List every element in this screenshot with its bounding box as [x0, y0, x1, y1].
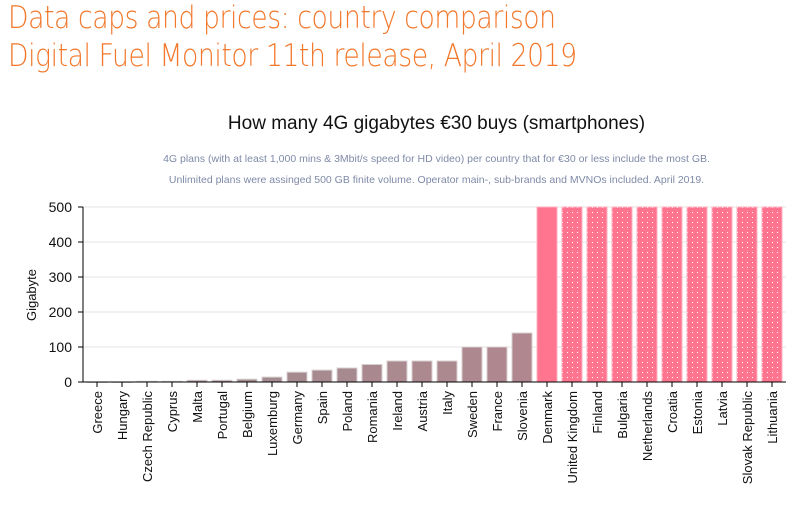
- x-tick-label: Malta: [190, 390, 205, 423]
- x-tick-label: Belgium: [240, 391, 255, 438]
- x-tick-label: Luxemburg: [265, 391, 280, 456]
- x-tick-label: Sweden: [465, 391, 480, 438]
- x-tick-label: Slovenia: [515, 390, 530, 441]
- bar: [486, 346, 508, 383]
- bar: [586, 206, 608, 383]
- x-tick-label: Netherlands: [640, 391, 655, 462]
- page-title: Data caps and prices: country comparison: [8, 0, 556, 36]
- bar: [261, 376, 283, 383]
- x-tick-label: Croatia: [665, 390, 680, 433]
- bar: [686, 206, 708, 383]
- chart-note-1: 4G plans (with at least 1,000 mins & 3Mb…: [163, 153, 710, 165]
- bar: [411, 360, 433, 383]
- bar: [386, 360, 408, 383]
- x-tick-label: Bulgaria: [615, 390, 630, 438]
- bar: [511, 332, 533, 383]
- x-tick-label: Portugal: [215, 391, 230, 440]
- bar: [336, 367, 358, 383]
- y-tick-label: 100: [49, 339, 73, 355]
- x-tick-label: Denmark: [540, 391, 555, 444]
- bar: [636, 206, 658, 383]
- x-tick-label: Cyprus: [165, 391, 180, 433]
- bar: [536, 206, 558, 383]
- x-tick-label: Lithuania: [765, 390, 780, 444]
- x-tick-label: Germany: [290, 391, 305, 445]
- x-tick-label: Greece: [90, 391, 105, 434]
- bar: [461, 346, 483, 383]
- bar: [311, 369, 333, 383]
- x-tick-label: Italy: [440, 391, 455, 415]
- x-tick-label: Hungary: [115, 391, 130, 441]
- x-tick-label: Austria: [415, 390, 430, 431]
- bar: [661, 206, 683, 383]
- y-tick-label: 300: [49, 269, 73, 285]
- page-subtitle: Digital Fuel Monitor 11th release, April…: [8, 38, 577, 74]
- x-tick-label: United Kingdom: [565, 391, 580, 484]
- y-tick-label: 200: [49, 304, 73, 320]
- chart-note-2: Unlimited plans were assinged 500 GB fin…: [168, 174, 705, 186]
- x-tick-label: Romania: [365, 390, 380, 443]
- x-tick-label: Finland: [590, 391, 605, 434]
- x-tick-label: Czech Republic: [140, 391, 155, 483]
- bar: [761, 206, 783, 383]
- x-tick-label: Ireland: [390, 391, 405, 431]
- y-tick-label: 0: [64, 374, 72, 390]
- bar: [561, 206, 583, 383]
- x-tick-label: Slovak Republic: [740, 391, 755, 485]
- y-tick-label: 500: [49, 199, 73, 215]
- chart-title: How many 4G gigabytes €30 buys (smartpho…: [227, 113, 646, 134]
- x-tick-label: Estonia: [690, 390, 705, 434]
- y-axis-label: Gigabyte: [24, 269, 39, 321]
- x-tick-label: Latvia: [715, 390, 730, 425]
- bar: [436, 360, 458, 383]
- bar: [286, 371, 308, 383]
- bar: [611, 206, 633, 383]
- x-tick-label: Poland: [340, 391, 355, 431]
- x-tick-label: France: [490, 391, 505, 431]
- bar: [361, 364, 383, 383]
- bar: [711, 206, 733, 383]
- y-tick-label: 400: [49, 234, 73, 250]
- bar: [736, 206, 758, 383]
- x-tick-label: Spain: [315, 391, 330, 424]
